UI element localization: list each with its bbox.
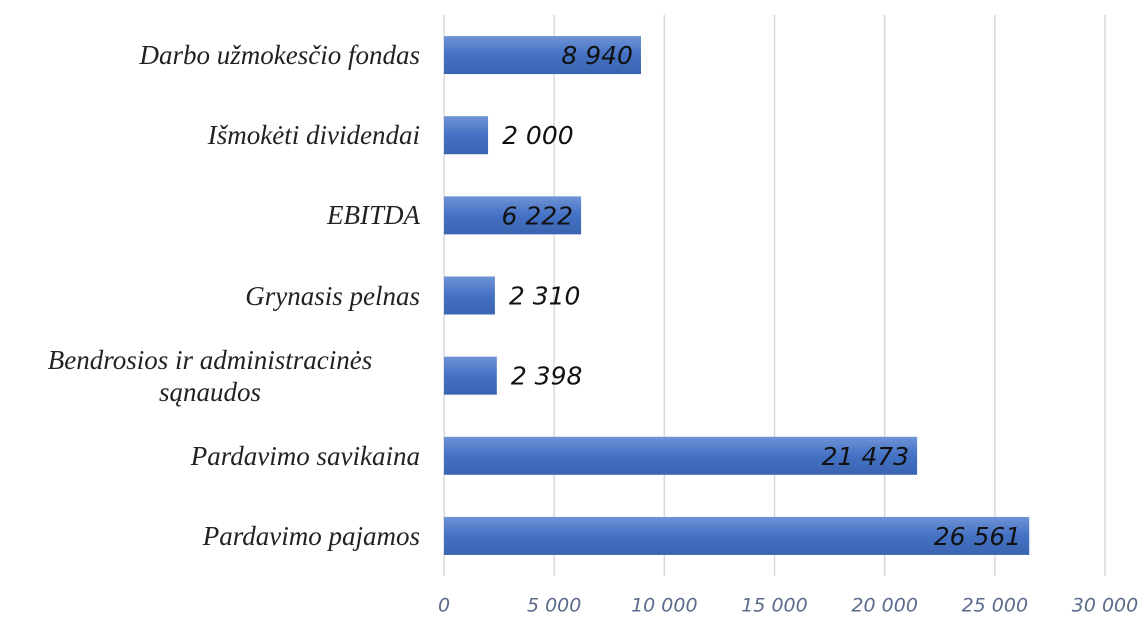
category-label-box: Darbo užmokesčio fondas: [0, 15, 420, 95]
category-label: Grynasis pelnas: [245, 280, 420, 311]
x-tick-label: 30 000: [1072, 595, 1138, 617]
value-label: 26 561: [934, 522, 1021, 551]
category-label: Darbo užmokesčio fondas: [139, 40, 420, 71]
value-label: 21 473: [822, 442, 909, 471]
value-label: 2 398: [511, 362, 583, 391]
category-label: Pardavimo savikaina: [190, 440, 420, 471]
x-tick-label: 10 000: [631, 595, 697, 617]
bar: [444, 196, 582, 235]
bar: [444, 116, 489, 155]
bar: [444, 276, 495, 315]
category-label-box: Grynasis pelnas: [0, 256, 420, 336]
category-label: Išmokėti dividendai: [207, 120, 420, 151]
x-tick-label: 20 000: [851, 595, 917, 617]
x-tick-label: 25 000: [962, 595, 1028, 617]
category-label-box: Bendrosios ir administracinės sąnaudos: [0, 336, 420, 416]
category-label-box: Išmokėti dividendai: [0, 95, 420, 175]
bar: [444, 516, 1030, 555]
category-label-box: Pardavimo pajamos: [0, 496, 420, 576]
category-label: EBITDA: [327, 200, 420, 231]
bar: [444, 36, 641, 75]
category-label: Pardavimo pajamos: [202, 520, 420, 551]
value-label: 2 310: [509, 282, 581, 311]
x-tick-label: 15 000: [741, 595, 807, 617]
category-label-box: Pardavimo savikaina: [0, 416, 420, 496]
bar: [444, 356, 497, 395]
value-label: 8 940: [561, 41, 633, 70]
value-label: 6 222: [502, 201, 574, 230]
x-tick-label: 5 000: [527, 595, 581, 617]
value-label: 2 000: [502, 121, 574, 150]
category-label-box: EBITDA: [0, 175, 420, 255]
bar: [444, 436, 918, 475]
x-tick-label: 0: [438, 595, 450, 617]
category-label: Bendrosios ir administracinės sąnaudos: [47, 344, 373, 407]
